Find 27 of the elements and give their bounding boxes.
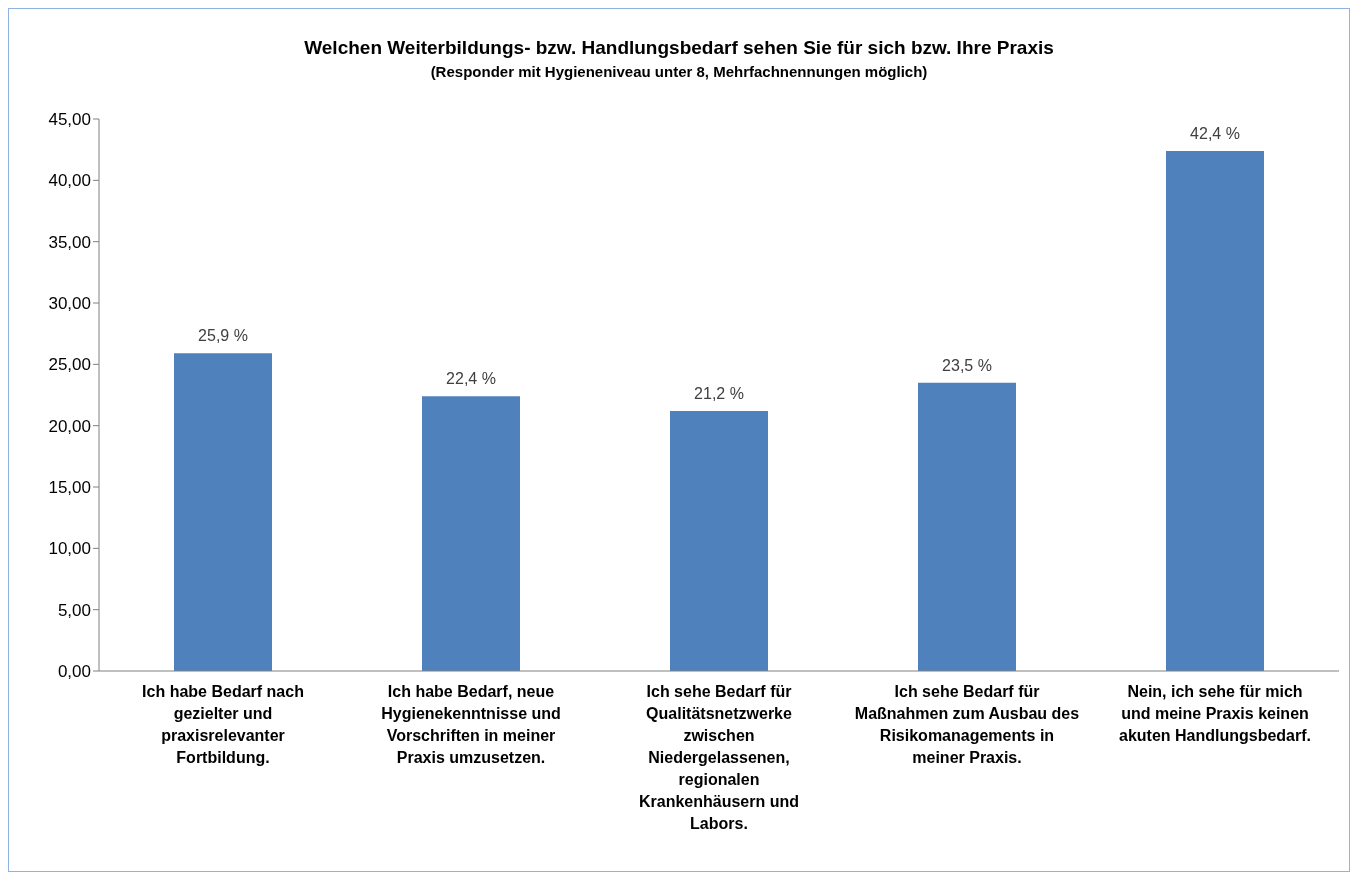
x-tick-label: Ich sehe Bedarf für Maßnahmen zum Ausbau des Risikomanagements in meiner Praxis. [854, 683, 1080, 766]
y-tick-label: 5,00 [57, 600, 91, 620]
y-tick-label: 35,00 [48, 232, 91, 252]
data-label: 22,4 % [446, 370, 496, 388]
y-tick-label: 0,00 [57, 662, 91, 682]
data-label: 25,9 % [198, 327, 248, 345]
y-tick-label: 30,00 [48, 294, 91, 314]
data-label: 21,2 % [694, 384, 744, 402]
bar [918, 382, 1016, 671]
chart-title: Welchen Weiterbildungs- bzw. Handlungsbedarf sehen Sie für sich bzw. Ihre Praxis [303, 37, 1055, 59]
chart-subtitle: (Responder mit Hygieneniveau unter 8, Mehrfachnennungen möglich) [429, 63, 929, 80]
y-tick-label: 25,00 [48, 355, 91, 375]
y-tick-label: 40,00 [48, 171, 91, 191]
y-tick-label: 15,00 [48, 478, 91, 498]
data-label: 42,4 % [1190, 124, 1240, 142]
x-tick-label: Ich sehe Bedarf für Qualitätsnetzwerke zwischen Niedergelassenen, regionalen Krankenhäusern und Labors. [638, 683, 800, 832]
bar [174, 353, 272, 671]
bar [422, 396, 520, 671]
x-tick-label: Nein, ich sehe für mich und meine Praxis keinen akuten Handlungsbedarf. [1118, 683, 1312, 744]
data-label: 23,5 % [942, 356, 992, 374]
bar [1166, 150, 1264, 671]
y-tick-label: 45,00 [48, 110, 91, 130]
x-tick-label: Ich habe Bedarf, neue Hygienekenntnisse und Vorschriften in meiner Praxis umzusetzen. [381, 683, 561, 766]
y-tick-label: 10,00 [48, 539, 91, 559]
y-tick-label: 20,00 [48, 416, 91, 436]
bar [670, 410, 768, 671]
x-tick-label: Ich habe Bedarf nach gezielter und praxisrelevanter Fortbildung. [142, 683, 304, 766]
